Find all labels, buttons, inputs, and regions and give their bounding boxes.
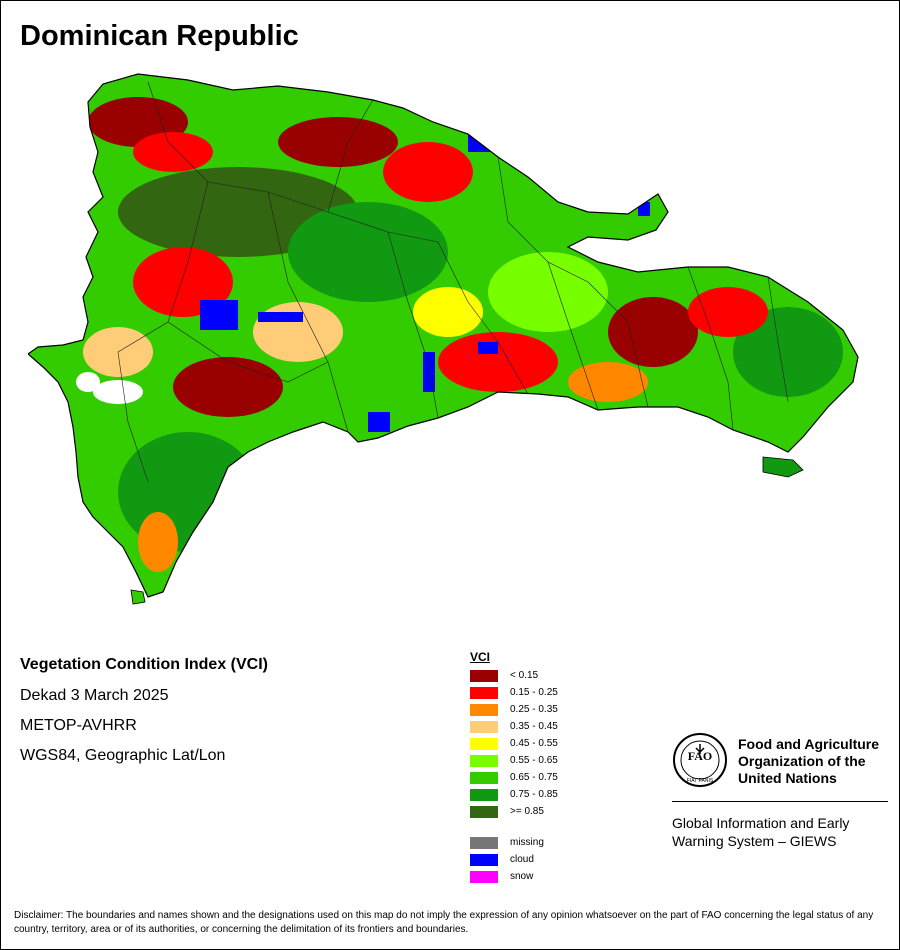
legend-swatch [470,737,498,750]
legend-swatch [470,754,498,767]
svg-text:FAO: FAO [688,749,712,763]
projection: WGS84, Geographic Lat/Lon [20,747,226,764]
legend-item: 0.75 - 0.85 [470,786,558,803]
legend-label: 0.25 - 0.35 [510,704,558,715]
disclaimer: Disclaimer: The boundaries and names sho… [14,910,874,935]
legend-item: 0.25 - 0.35 [470,701,558,718]
legend-item: 0.65 - 0.75 [470,769,558,786]
legend-swatch [470,686,498,699]
legend-label: 0.45 - 0.55 [510,738,558,749]
legend-swatch [470,853,498,866]
legend-item: missing [470,834,558,851]
legend-label: 0.65 - 0.75 [510,772,558,783]
legend-item: 0.45 - 0.55 [470,735,558,752]
legend-swatch [470,771,498,784]
legend-item: >= 0.85 [470,803,558,820]
fao-logo-text: FIAT PANIS [687,778,714,784]
giews-name: Global Information and Early Warning Sys… [672,815,850,849]
legend-label: cloud [510,854,534,865]
vci-raster [28,74,858,597]
legend-label: snow [510,871,534,882]
legend-label: 0.35 - 0.45 [510,721,558,732]
legend-title: VCI [470,650,491,664]
fao-divider [672,801,888,802]
legend-item: cloud [470,851,558,868]
period: Dekad 3 March 2025 [20,687,169,704]
saona-island [762,456,804,478]
legend-swatch [470,788,498,801]
index-name: Vegetation Condition Index (VCI) [20,656,268,673]
beata-island [130,589,146,605]
legend: VCI < 0.15 0.15 - 0.25 0.25 - 0.35 0.35 - 0… [470,650,558,885]
legend-item: 0.55 - 0.65 [470,752,558,769]
legend-swatch [470,720,498,733]
legend-label: 0.55 - 0.65 [510,755,558,766]
legend-swatch [470,669,498,682]
legend-swatch [470,836,498,849]
legend-item: < 0.15 [470,667,558,684]
vci-map [28,73,859,605]
province-boundaries [117,81,789,483]
legend-swatch [470,805,498,818]
legend-label: >= 0.85 [510,806,544,817]
country-outline [28,73,859,598]
legend-label: 0.15 - 0.25 [510,687,558,698]
map-title: Dominican Republic [20,20,299,52]
fao-org-name: Food and Agriculture Organization of the… [738,736,880,786]
legend-item: 0.35 - 0.45 [470,718,558,735]
legend-label: missing [510,837,544,848]
legend-swatch [470,870,498,883]
fao-logo-icon: FAO FIAT PANIS [673,733,727,787]
legend-label: < 0.15 [510,670,539,681]
legend-item: snow [470,868,558,885]
map-info: Vegetation Condition Index (VCI) Dekad 3… [20,656,268,777]
legend-label: 0.75 - 0.85 [510,789,558,800]
legend-swatch [470,703,498,716]
legend-item: 0.15 - 0.25 [470,684,558,701]
sensor: METOP-AVHRR [20,717,137,734]
